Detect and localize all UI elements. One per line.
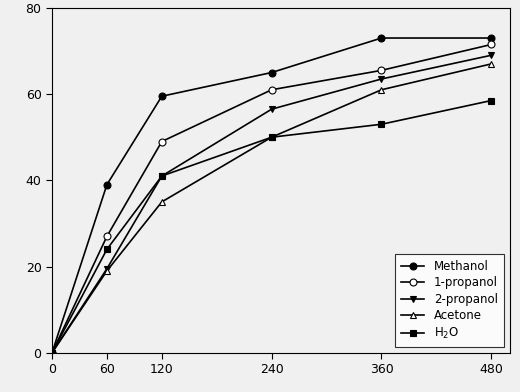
- Line: H$_2$O: H$_2$O: [48, 97, 495, 356]
- H$_2$O: [488, 98, 495, 103]
- 2-propanol: [159, 174, 165, 178]
- Line: Methanol: Methanol: [48, 34, 495, 356]
- 1-propanol: [488, 42, 495, 47]
- Line: 1-propanol: 1-propanol: [48, 41, 495, 356]
- Methanol: [379, 36, 385, 40]
- Acetone: [379, 87, 385, 92]
- Methanol: [104, 182, 110, 187]
- 2-propanol: [488, 53, 495, 58]
- Legend: Methanol, 1-propanol, 2-propanol, Acetone, H$_2$O: Methanol, 1-propanol, 2-propanol, Aceton…: [395, 254, 504, 347]
- 2-propanol: [379, 77, 385, 82]
- 2-propanol: [268, 107, 275, 112]
- 1-propanol: [159, 139, 165, 144]
- 1-propanol: [379, 68, 385, 73]
- Acetone: [268, 135, 275, 140]
- 2-propanol: [49, 350, 55, 355]
- H$_2$O: [159, 174, 165, 178]
- Methanol: [268, 70, 275, 75]
- Acetone: [49, 350, 55, 355]
- 1-propanol: [49, 350, 55, 355]
- Acetone: [488, 62, 495, 66]
- H$_2$O: [379, 122, 385, 127]
- Acetone: [104, 269, 110, 273]
- Methanol: [49, 350, 55, 355]
- 1-propanol: [268, 87, 275, 92]
- Line: 2-propanol: 2-propanol: [48, 52, 495, 356]
- Methanol: [159, 94, 165, 99]
- Acetone: [159, 200, 165, 204]
- H$_2$O: [49, 350, 55, 355]
- 2-propanol: [104, 267, 110, 271]
- Line: Acetone: Acetone: [48, 60, 495, 356]
- 1-propanol: [104, 234, 110, 239]
- H$_2$O: [268, 135, 275, 140]
- H$_2$O: [104, 247, 110, 252]
- Methanol: [488, 36, 495, 40]
